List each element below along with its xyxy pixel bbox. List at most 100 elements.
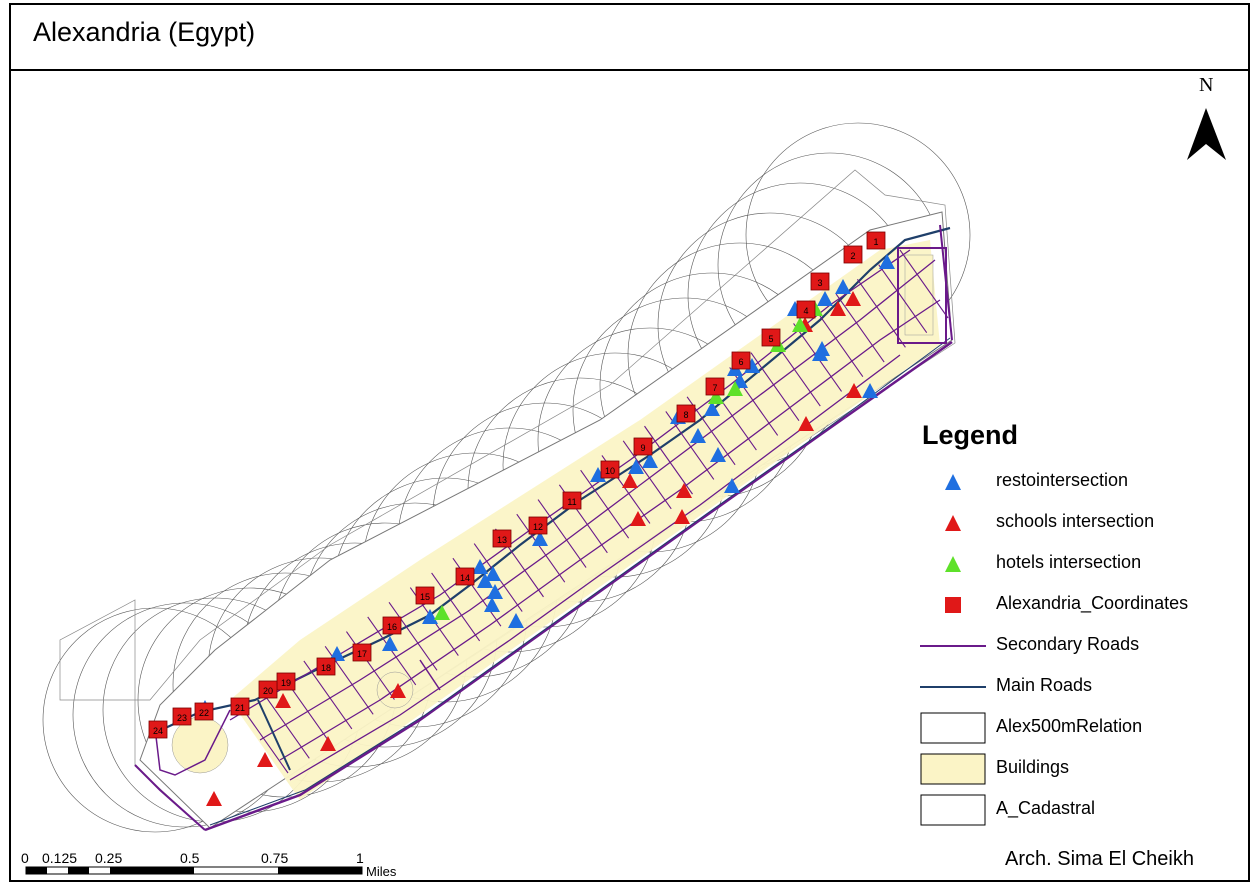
intersection-triangle xyxy=(390,683,406,698)
coordinate-marker-label: 9 xyxy=(640,443,645,453)
intersection-triangle xyxy=(830,301,846,316)
coordinate-marker-label: 14 xyxy=(460,573,470,583)
legend-item: Alex500mRelation xyxy=(920,708,1240,748)
intersection-triangle xyxy=(487,584,503,599)
coordinate-marker: 7 xyxy=(705,377,725,396)
intersection-triangle xyxy=(710,447,726,462)
intersection-triangle xyxy=(382,636,398,651)
scale-label: 0.75 xyxy=(261,850,289,866)
intersection-triangle xyxy=(532,531,548,546)
coordinate-marker: 20 xyxy=(258,680,278,699)
north-label: N xyxy=(1199,74,1214,96)
coordinate-marker-label: 23 xyxy=(177,713,187,723)
coordinate-marker-label: 13 xyxy=(497,535,507,545)
intersection-triangle xyxy=(704,401,720,416)
legend-label: Alexandria_Coordinates xyxy=(996,593,1189,613)
coordinate-marker-label: 1 xyxy=(873,237,878,247)
intersection-triangle xyxy=(812,346,828,361)
coordinate-marker-label: 19 xyxy=(281,678,291,688)
scale-label: 0 xyxy=(21,850,29,866)
coordinate-marker-label: 18 xyxy=(321,663,331,673)
coordinate-marker-label: 21 xyxy=(235,703,245,713)
intersection-triangle xyxy=(206,791,222,806)
coordinate-marker: 12 xyxy=(528,516,548,535)
coordinate-marker: 11 xyxy=(562,491,582,510)
author-credit: Arch. Sima El Cheikh xyxy=(1005,848,1194,870)
intersection-triangle xyxy=(862,383,878,398)
coordinate-marker-label: 20 xyxy=(263,686,273,696)
legend-label: Alex500mRelation xyxy=(996,716,1143,736)
intersection-triangle xyxy=(477,573,493,588)
intersection-triangle xyxy=(690,428,706,443)
coordinate-marker-label: 15 xyxy=(420,592,430,602)
triangle-symbol-icon xyxy=(945,474,961,490)
scale-label: 1 xyxy=(356,850,364,866)
intersection-triangle xyxy=(642,453,658,468)
intersection-triangle xyxy=(792,317,808,332)
intersection-triangle xyxy=(329,646,345,661)
intersection-triangle xyxy=(674,509,690,524)
legend-label: schools intersection xyxy=(996,511,1155,531)
scale-label: 0.25 xyxy=(95,850,123,866)
coordinate-marker: 17 xyxy=(352,643,372,662)
coordinate-marker: 5 xyxy=(761,328,781,347)
north-arrow-icon xyxy=(1187,108,1226,160)
legend-item: A_Cadastral xyxy=(920,790,1240,830)
legend-item: restointersection xyxy=(920,462,1240,502)
intersection-triangle xyxy=(846,383,862,398)
coordinate-marker: 4 xyxy=(796,300,816,319)
intersection-triangle xyxy=(484,597,500,612)
scale-bar xyxy=(25,866,363,875)
intersection-triangle xyxy=(817,291,833,306)
coordinate-marker: 9 xyxy=(633,437,653,456)
coordinate-marker-label: 2 xyxy=(850,251,855,261)
intersection-triangle xyxy=(676,483,692,498)
intersection-triangle xyxy=(485,566,501,581)
scale-label: 0.125 xyxy=(42,850,78,866)
box-symbol-icon xyxy=(920,712,986,744)
coordinate-marker-label: 24 xyxy=(153,726,163,736)
coordinate-marker: 1 xyxy=(866,231,886,250)
coordinate-marker: 22 xyxy=(194,702,214,721)
intersection-triangle xyxy=(845,291,861,306)
triangle-symbol-icon xyxy=(945,515,961,531)
legend-label: Main Roads xyxy=(996,675,1093,695)
coordinate-marker: 24 xyxy=(148,720,168,739)
legend-item: Secondary Roads xyxy=(920,626,1240,666)
coordinate-marker: 8 xyxy=(676,404,696,423)
legend-item: schools intersection xyxy=(920,503,1240,543)
scale-unit: Miles xyxy=(366,864,397,879)
coordinate-marker-label: 6 xyxy=(738,357,743,367)
map-title: Alexandria (Egypt) xyxy=(33,17,256,47)
coordinate-marker: 16 xyxy=(382,616,402,635)
legend-item: Alexandria_Coordinates xyxy=(920,585,1240,625)
legend-title: Legend xyxy=(922,420,1019,450)
legend-label: Buildings xyxy=(996,757,1070,777)
intersection-triangle xyxy=(257,752,273,767)
intersection-triangle xyxy=(724,478,740,493)
coordinate-marker-label: 5 xyxy=(768,334,773,344)
coordinate-marker: 23 xyxy=(172,707,192,726)
coordinate-marker: 3 xyxy=(810,272,830,291)
intersection-triangle xyxy=(434,605,450,620)
intersection-triangle xyxy=(727,381,743,396)
legend-item: Main Roads xyxy=(920,667,1240,707)
coordinate-marker-label: 22 xyxy=(199,708,209,718)
legend-label: A_Cadastral xyxy=(996,798,1096,818)
intersection-triangle xyxy=(630,511,646,526)
coordinate-marker: 14 xyxy=(455,567,475,586)
intersection-triangle xyxy=(275,693,291,708)
coordinate-marker-label: 7 xyxy=(712,383,717,393)
intersection-triangle xyxy=(508,613,524,628)
coordinate-marker-label: 3 xyxy=(817,278,822,288)
intersection-triangle xyxy=(835,279,851,294)
coordinate-marker: 13 xyxy=(492,529,512,548)
legend-label: restointersection xyxy=(996,470,1129,490)
legend-item: Buildings xyxy=(920,749,1240,789)
line-symbol-icon xyxy=(920,686,986,688)
legend-label: Secondary Roads xyxy=(996,634,1140,654)
intersection-triangle xyxy=(422,609,438,624)
coordinate-marker-label: 4 xyxy=(803,306,808,316)
coordinate-marker-label: 10 xyxy=(605,466,615,476)
